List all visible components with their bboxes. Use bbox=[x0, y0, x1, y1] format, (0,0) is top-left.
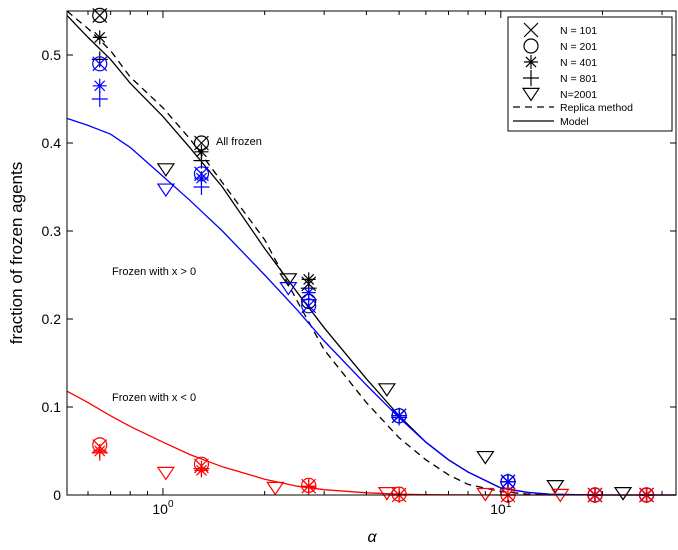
y-tick-label-0: 0 bbox=[53, 487, 61, 503]
legend-marker-n-201 bbox=[523, 38, 539, 54]
x-tick-label-1: 101 bbox=[490, 499, 512, 517]
curve-frozen-with-x-0 bbox=[66, 390, 676, 496]
marker-positive-plus-1 bbox=[193, 179, 210, 195]
marker-negative-triangle-down-0 bbox=[156, 466, 175, 481]
marker-all-triangle-down-4 bbox=[546, 480, 565, 494]
marker-all-triangle-down-0 bbox=[156, 163, 175, 177]
legend-marker-n-101 bbox=[523, 22, 539, 38]
marker-all-triangle-down-5 bbox=[613, 487, 633, 501]
legend-label-replica: Replica method bbox=[560, 102, 633, 114]
marker-all-triangle-down-3 bbox=[476, 450, 495, 465]
marker-positive-triangle-down-0 bbox=[156, 183, 175, 198]
y-tick-label-1: 0.1 bbox=[42, 399, 62, 415]
legend-box bbox=[507, 16, 673, 132]
marker-positive-star-0 bbox=[92, 78, 107, 93]
legend-items bbox=[513, 22, 554, 122]
marker-positive-star-1 bbox=[194, 171, 209, 186]
marker-positive-triangle-down-1 bbox=[279, 282, 298, 296]
legend-marker-n-801 bbox=[523, 70, 539, 86]
marker-positive-plus-2 bbox=[300, 291, 317, 308]
marker-all-star-0 bbox=[92, 30, 107, 45]
plot-frame bbox=[66, 10, 677, 496]
curve-frozen-with-x-0 bbox=[66, 117, 676, 496]
marker-negative-triangle-down-1 bbox=[266, 481, 285, 496]
legend-label-n801: N = 801 bbox=[560, 73, 597, 85]
legend-label-n2001: N=2001 bbox=[560, 89, 597, 101]
marker-positive-circle-0 bbox=[92, 56, 108, 72]
marker-positive-plus-0 bbox=[91, 91, 108, 107]
annotation-frozen-positive: Frozen with x > 0 bbox=[112, 266, 196, 278]
marker-negative-triangle-down-2 bbox=[377, 487, 396, 501]
marker-all-star-2 bbox=[301, 272, 316, 287]
x-axis-label: α bbox=[367, 529, 377, 546]
y-tick-label-3: 0.3 bbox=[42, 223, 62, 239]
annotation-all-frozen: All frozen bbox=[216, 136, 262, 148]
legend-marker-n-2001 bbox=[521, 87, 541, 102]
marker-negative-plus-2 bbox=[300, 479, 317, 496]
legend-label-n201: N = 201 bbox=[560, 41, 597, 53]
marker-all-triangle-down-1 bbox=[279, 273, 298, 287]
marker-all-triangle-down-2 bbox=[377, 383, 396, 397]
legend-label-model: Model bbox=[560, 116, 589, 128]
y-tick-label-5: 0.5 bbox=[42, 47, 62, 63]
marker-all-plus-1 bbox=[193, 152, 210, 169]
legend-label-n101: N = 101 bbox=[560, 25, 597, 37]
legend: N = 101 N = 201 N = 401 N = 801 N=2001 R… bbox=[507, 16, 673, 132]
y-axis-label: fraction of frozen agents bbox=[7, 162, 26, 344]
marker-negative-plus-0 bbox=[91, 444, 108, 461]
annotation-frozen-negative: Frozen with x < 0 bbox=[112, 392, 196, 404]
marker-all-star-1 bbox=[194, 144, 209, 159]
legend-marker-n-401 bbox=[524, 55, 538, 69]
y-tick-label-2: 0.2 bbox=[42, 311, 62, 327]
y-tick-label-4: 0.4 bbox=[42, 135, 62, 151]
legend-label-n401: N = 401 bbox=[560, 57, 597, 69]
x-tick-label-0: 100 bbox=[152, 499, 174, 517]
marker-negative-plus-1 bbox=[193, 460, 210, 477]
marker-all-circle-0 bbox=[92, 7, 108, 23]
marker-positive-plus-3 bbox=[391, 409, 408, 426]
curve-replica-method bbox=[66, 10, 551, 496]
